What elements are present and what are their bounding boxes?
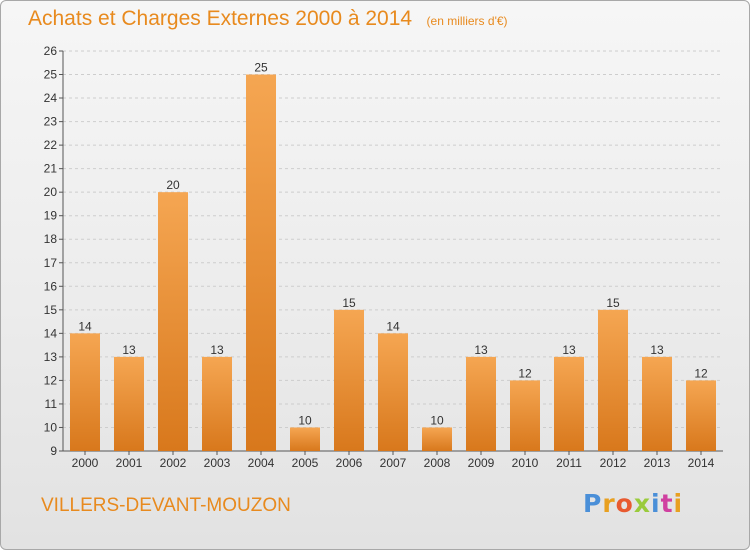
x-tick-label: 2001: [116, 456, 143, 470]
y-tick-label: 25: [44, 68, 58, 82]
bar-value-label: 10: [298, 413, 312, 427]
y-tick-label: 14: [44, 326, 58, 340]
y-tick-label: 18: [44, 232, 58, 246]
bar-value-label: 13: [474, 343, 488, 357]
x-tick-label: 2010: [512, 456, 539, 470]
bar: [246, 74, 276, 451]
y-tick-label: 9: [50, 444, 57, 458]
bar: [642, 356, 672, 451]
bar-value-label: 14: [78, 319, 92, 333]
y-tick-label: 23: [44, 115, 58, 129]
x-tick-label: 2012: [600, 456, 627, 470]
bar-value-label: 10: [430, 413, 444, 427]
bar: [158, 192, 188, 452]
bar: [466, 356, 496, 451]
y-tick-label: 16: [44, 279, 58, 293]
town-name: VILLERS-DEVANT-MOUZON: [41, 495, 291, 516]
y-tick-label: 15: [44, 303, 58, 317]
y-tick-label: 10: [44, 420, 58, 434]
bar-value-label: 14: [386, 319, 400, 333]
chart-title: Achats et Charges Externes 2000 à 2014: [28, 7, 413, 30]
x-tick-label: 2011: [556, 456, 582, 470]
bar: [422, 427, 452, 451]
x-tick-label: 2014: [688, 456, 715, 470]
y-tick-label: 24: [44, 91, 58, 105]
x-tick-label: 2007: [380, 456, 407, 470]
x-tick-label: 2000: [72, 456, 99, 470]
x-tick-label: 2002: [160, 456, 187, 470]
bar: [202, 356, 232, 451]
y-tick-label: 11: [45, 397, 58, 411]
x-tick-label: 2008: [424, 456, 451, 470]
bar: [510, 380, 540, 451]
y-tick-label: 17: [44, 256, 58, 270]
y-tick-label: 13: [44, 350, 58, 364]
y-tick-label: 20: [44, 185, 58, 199]
bar-value-label: 13: [122, 343, 136, 357]
bar-value-label: 12: [518, 366, 532, 380]
chart-header: Achats et Charges Externes 2000 à 2014 (…: [28, 7, 508, 31]
bar-value-label: 13: [650, 343, 664, 357]
x-tick-label: 2009: [468, 456, 495, 470]
y-tick-label: 22: [44, 138, 58, 152]
y-tick-label: 26: [44, 44, 58, 58]
bar: [686, 380, 716, 451]
bar: [334, 309, 364, 451]
bar: [290, 427, 320, 451]
x-tick-label: 2005: [292, 456, 319, 470]
bar: [598, 309, 628, 451]
bar-value-label: 15: [342, 296, 356, 310]
bar-value-label: 25: [254, 61, 268, 75]
proxiti-logo: Proxiti: [583, 489, 684, 518]
bar-value-label: 13: [210, 343, 224, 357]
x-tick-label: 2006: [336, 456, 363, 470]
chart-unit: (en milliers d'€): [426, 14, 508, 28]
bar: [554, 356, 584, 451]
x-tick-label: 2013: [644, 456, 671, 470]
y-tick-label: 19: [44, 209, 58, 223]
bar-value-label: 20: [166, 178, 180, 192]
x-tick-label: 2004: [248, 456, 275, 470]
y-tick-label: 12: [44, 373, 58, 387]
bar: [378, 333, 408, 451]
y-tick-label: 21: [44, 162, 58, 176]
x-tick-label: 2003: [204, 456, 231, 470]
bar-value-label: 13: [562, 343, 576, 357]
bar: [70, 333, 100, 451]
bar: [114, 356, 144, 451]
bar-value-label: 12: [694, 366, 708, 380]
bar-value-label: 15: [606, 296, 620, 310]
